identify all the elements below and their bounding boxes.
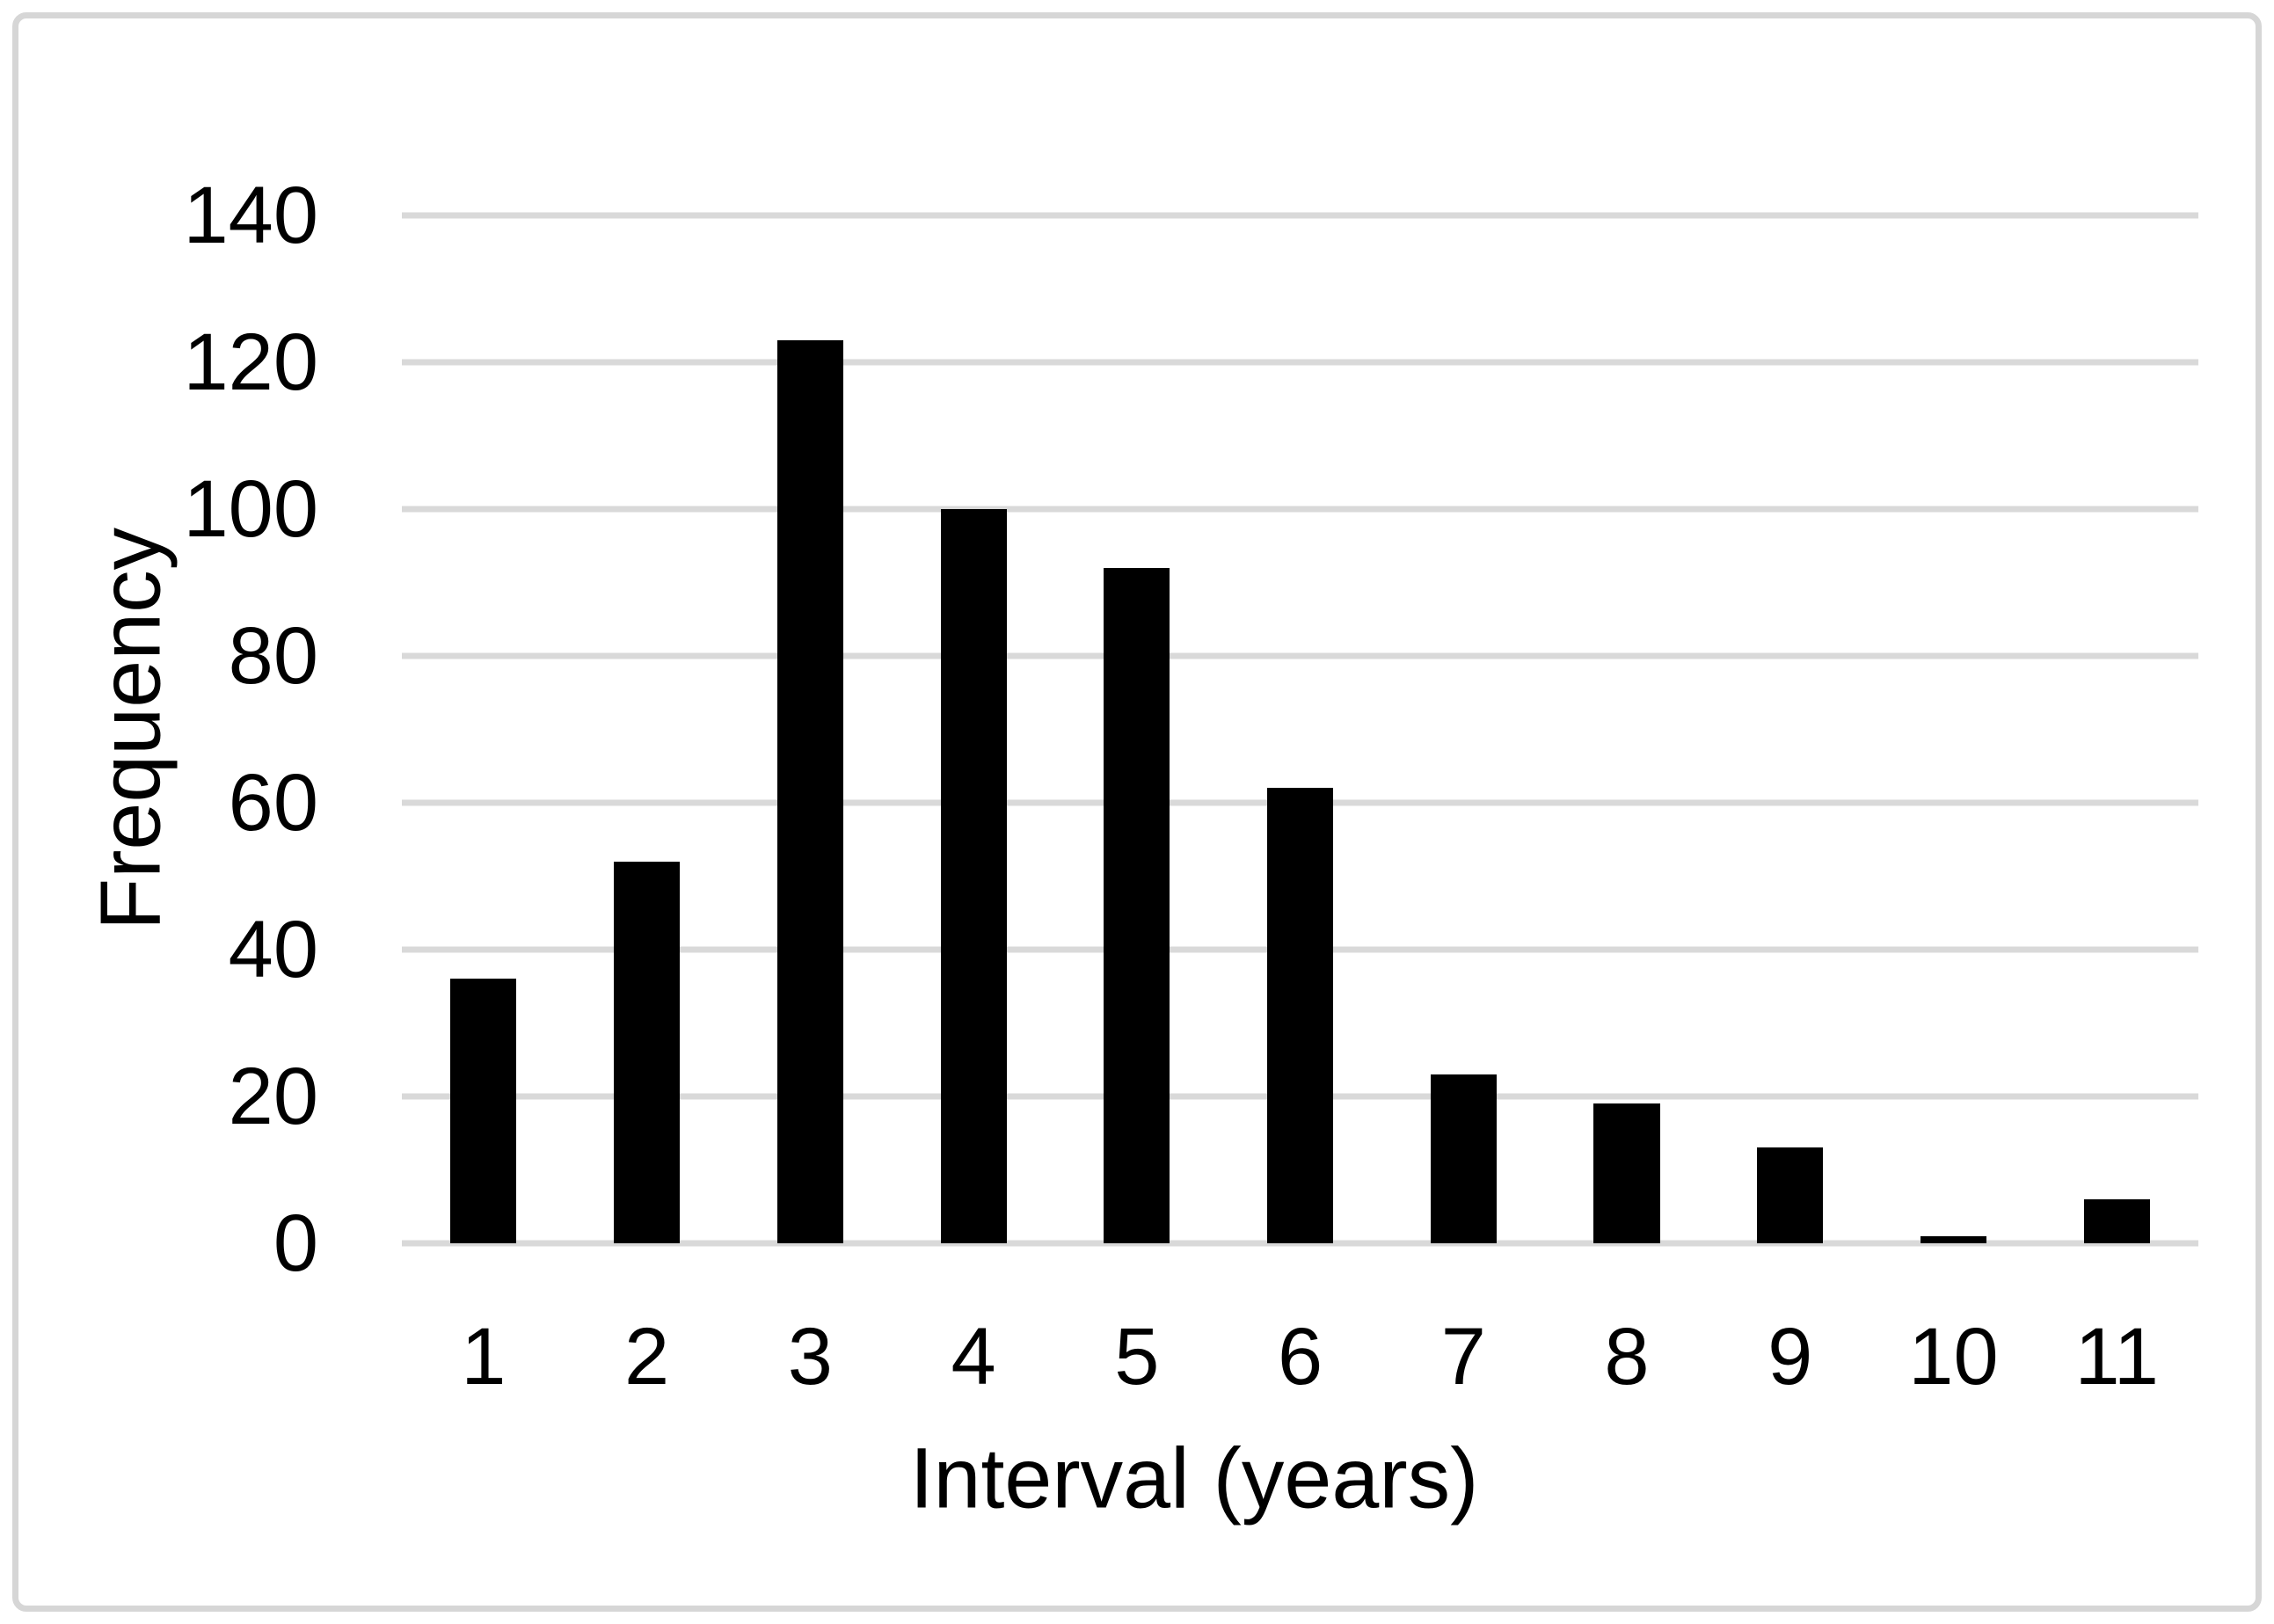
x-tick-label-8: 8 [1604, 1312, 1650, 1402]
y-tick-label-80: 80 [228, 611, 318, 701]
bar-band-2 [565, 215, 729, 1243]
bar-interval-9 [1757, 1147, 1824, 1243]
x-tick-label-3: 3 [787, 1312, 833, 1402]
y-tick-label-20: 20 [228, 1052, 318, 1141]
bar-interval-10 [1920, 1235, 1986, 1243]
x-tick-label-9: 9 [1767, 1312, 1813, 1402]
bar-band-1 [402, 215, 565, 1243]
gridline-y-140 [402, 212, 2198, 219]
x-tick-label-10: 10 [1908, 1312, 1999, 1402]
bar-interval-5 [1104, 567, 1170, 1243]
x-tick-label-4: 4 [951, 1312, 996, 1402]
y-tick-label-40: 40 [228, 905, 318, 994]
bar-interval-7 [1430, 1074, 1497, 1243]
bar-interval-8 [1593, 1103, 1660, 1243]
y-tick-label-0: 0 [273, 1198, 318, 1288]
bar-band-6 [1219, 215, 1382, 1243]
y-tick-label-120: 120 [183, 317, 319, 407]
bar-band-8 [1545, 215, 1709, 1243]
bar-interval-6 [1267, 788, 1334, 1243]
bar-interval-2 [614, 861, 681, 1243]
x-tick-label-6: 6 [1277, 1312, 1323, 1402]
bars-layer [402, 215, 2198, 1243]
bar-interval-11 [2083, 1198, 2150, 1243]
x-tick-label-7: 7 [1440, 1312, 1486, 1402]
plot-area [402, 212, 2198, 1247]
x-tick-label-5: 5 [1114, 1312, 1160, 1402]
bar-interval-3 [776, 339, 843, 1243]
bar-band-4 [892, 215, 1055, 1243]
bar-band-9 [1709, 215, 1872, 1243]
x-tick-label-11: 11 [2074, 1312, 2159, 1402]
y-tick-label-100: 100 [183, 464, 319, 554]
gridline-y-0 [402, 1240, 2198, 1247]
y-tick-label-140: 140 [183, 171, 319, 260]
bar-interval-4 [940, 509, 1007, 1243]
y-tick-label-60: 60 [228, 758, 318, 848]
bar-interval-1 [450, 979, 517, 1243]
gridline-y-100 [402, 506, 2198, 513]
gridline-y-80 [402, 652, 2198, 659]
x-tick-label-2: 2 [624, 1312, 670, 1402]
gridline-y-120 [402, 359, 2198, 366]
y-axis-tick-labels: 0 20 40 60 80 100 120 140 [0, 175, 319, 1284]
x-axis-title: Interval (years) [909, 1430, 1479, 1526]
bar-band-3 [728, 215, 892, 1243]
x-tick-label-1: 1 [461, 1312, 507, 1402]
bar-band-11 [2035, 215, 2198, 1243]
bar-band-7 [1381, 215, 1545, 1243]
x-axis-tick-labels: 1 2 3 4 5 6 7 8 9 10 11 [402, 1304, 2198, 1409]
bar-band-10 [1872, 215, 2036, 1243]
bar-band-5 [1055, 215, 1219, 1243]
